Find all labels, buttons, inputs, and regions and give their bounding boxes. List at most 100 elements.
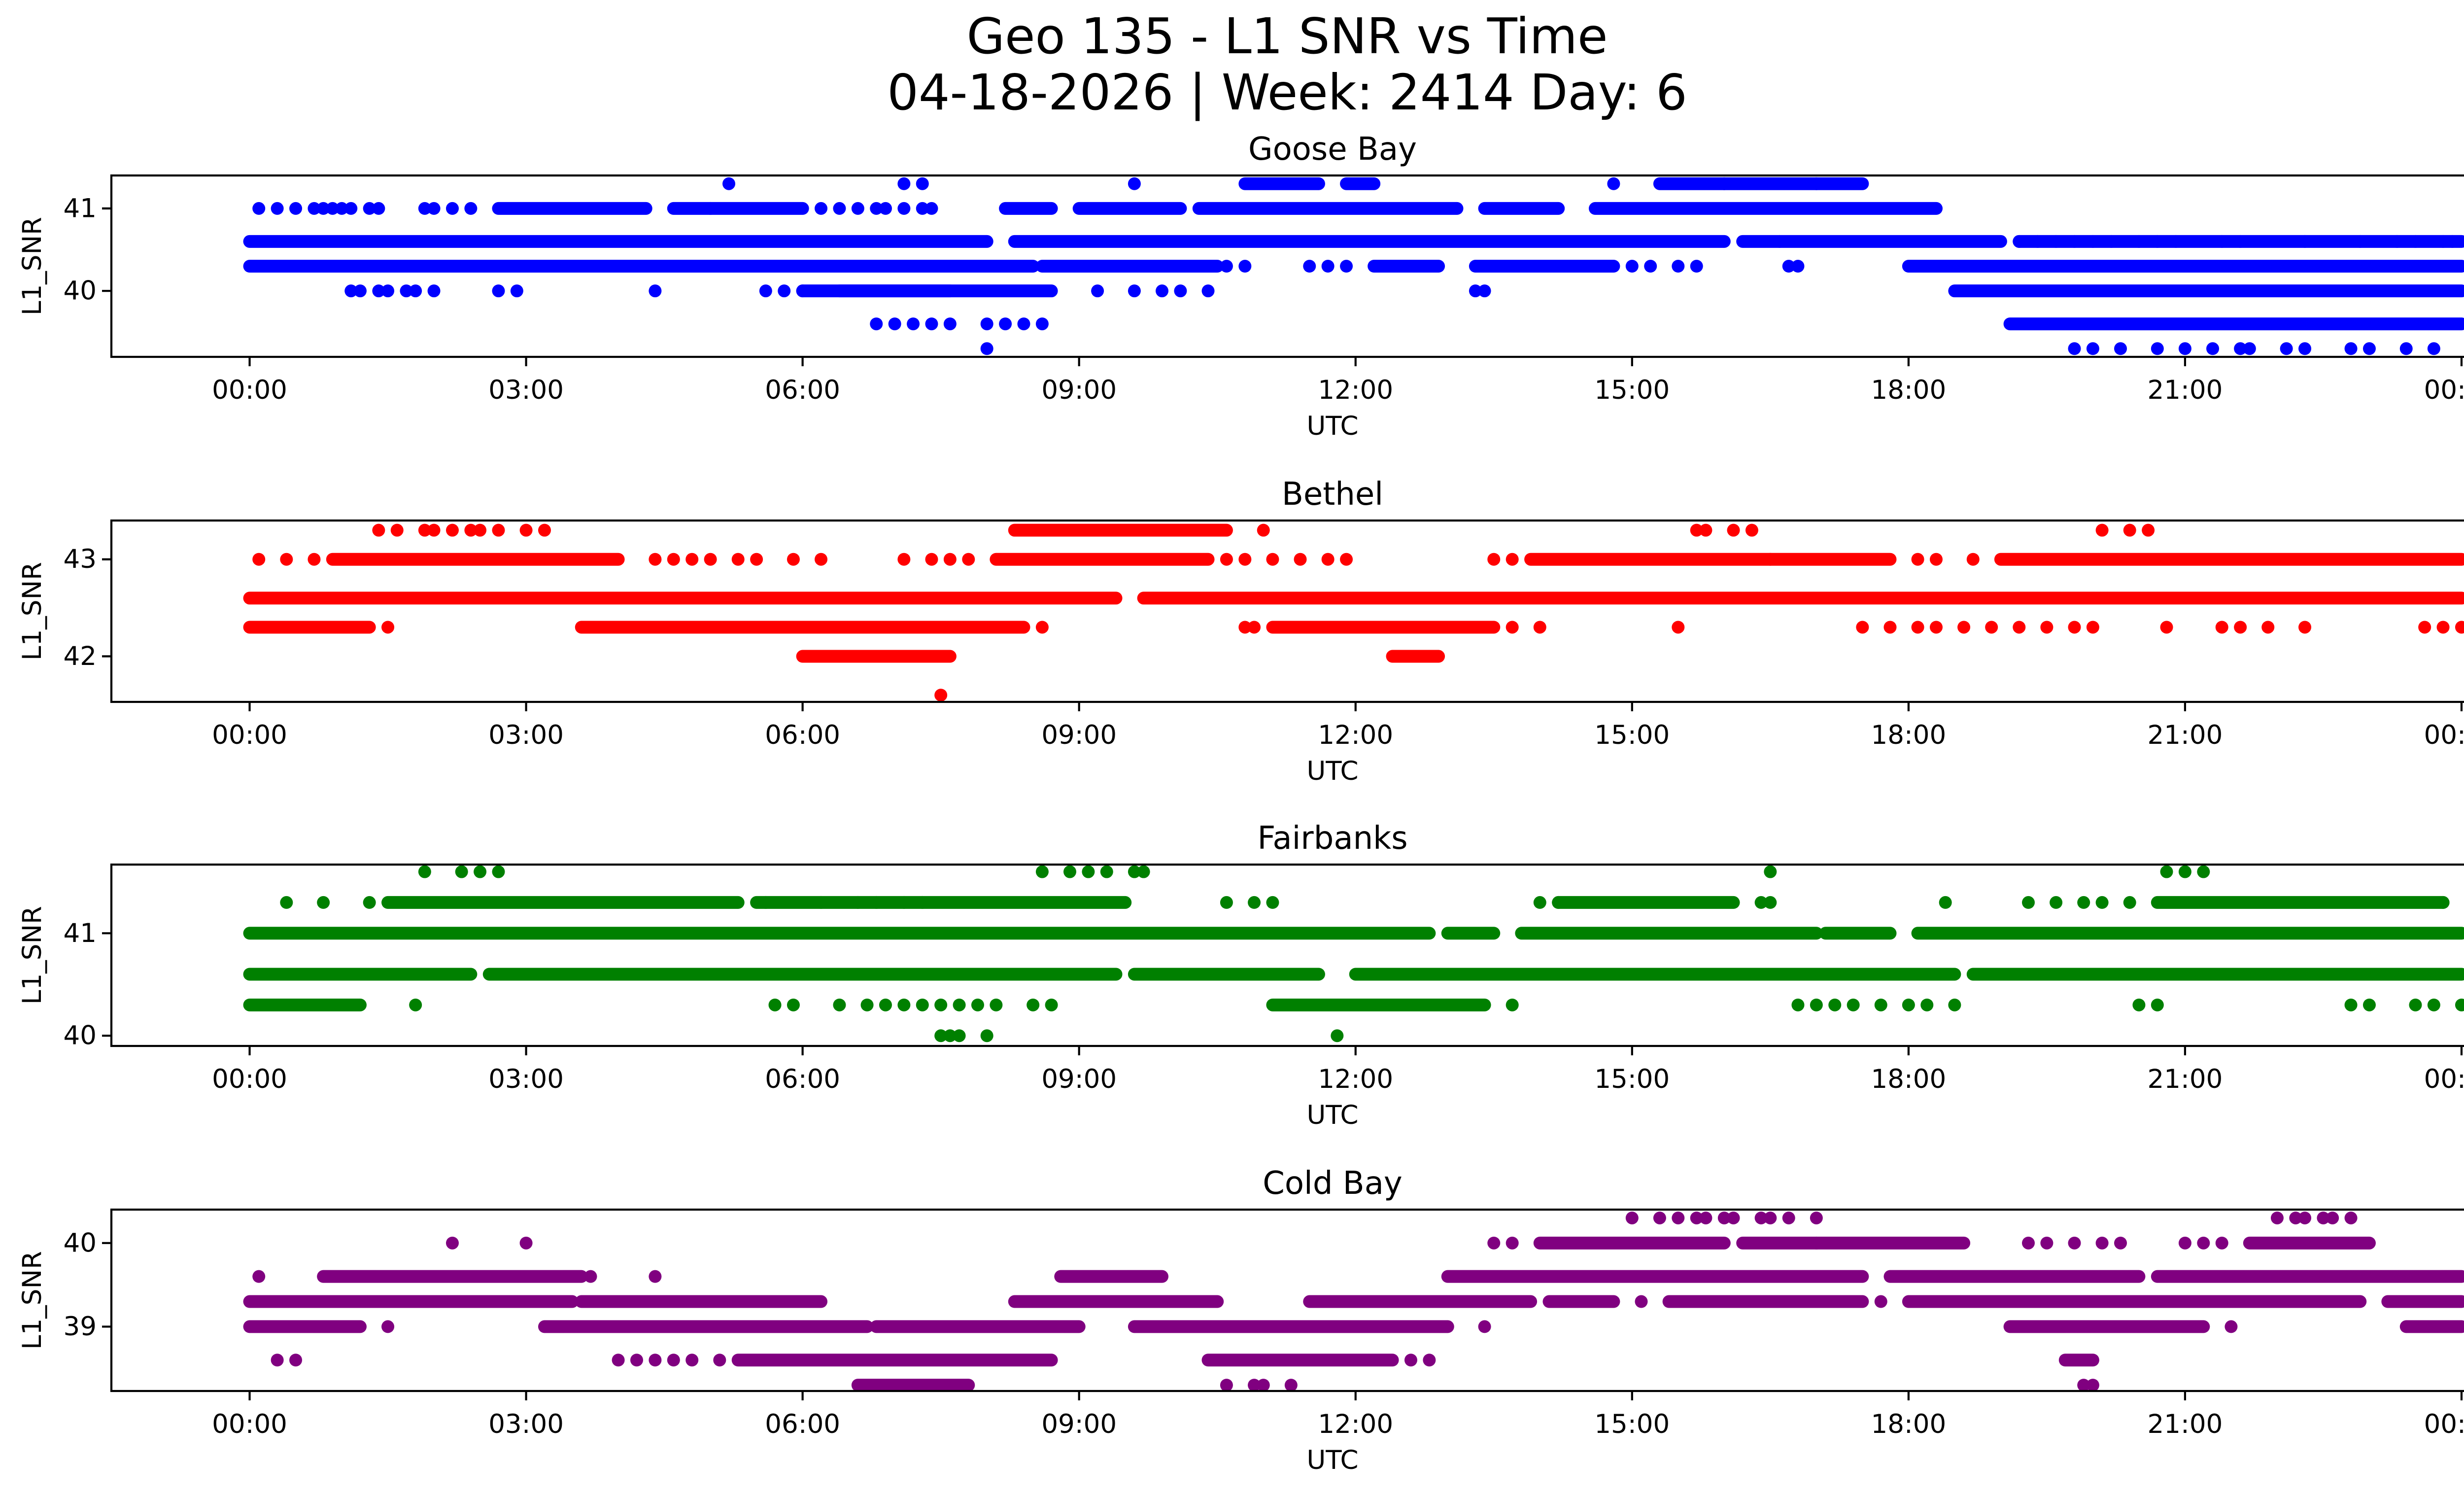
y-tick-label: 41 — [64, 918, 97, 948]
x-tick-label: 12:00 — [1318, 1409, 1393, 1439]
x-tick-label: 06:00 — [765, 1064, 840, 1094]
data-point — [962, 553, 975, 566]
data-point — [916, 202, 929, 215]
data-point — [934, 1029, 948, 1043]
data-point — [925, 202, 938, 215]
y-tick-labels: 42 43 — [64, 544, 97, 671]
data-point — [851, 896, 864, 909]
subplot-fairbanks: Fairbanks 00:00 03:00 06:00 09:00 12:00 … — [17, 820, 2464, 1130]
data-point — [815, 553, 828, 566]
data-point — [2280, 342, 2293, 355]
data-point — [2270, 1211, 2284, 1224]
x-tick-label: 09:00 — [1041, 375, 1117, 405]
data-point — [445, 523, 459, 537]
data-point — [1137, 865, 1150, 878]
data-point — [2298, 1211, 2312, 1224]
plot-area — [243, 1211, 2464, 1391]
data-point — [1699, 1211, 1712, 1224]
data-point — [860, 998, 874, 1011]
data-point — [445, 202, 459, 215]
data-point — [916, 998, 929, 1011]
data-point — [2086, 342, 2099, 355]
data-point — [2169, 235, 2183, 248]
data-point — [2151, 998, 2164, 1011]
data-point — [953, 998, 966, 1011]
plot-area — [243, 865, 2464, 1043]
data-point — [2436, 235, 2450, 248]
x-tick-label: 00:00 — [2424, 1409, 2464, 1439]
data-point — [2021, 896, 2035, 909]
tick-marks — [102, 932, 2463, 1055]
data-point — [1487, 553, 1501, 566]
data-point — [280, 896, 293, 909]
data-point — [1911, 621, 1924, 634]
subplot-cold-bay: Cold Bay 00:00 03:00 06:00 09:00 12:00 1… — [17, 1165, 2464, 1475]
data-point — [1874, 998, 1887, 1011]
data-point — [815, 202, 828, 215]
y-tick-labels: 40 41 — [64, 193, 97, 306]
data-point — [2362, 998, 2376, 1011]
data-point — [2261, 621, 2275, 634]
data-point — [2344, 998, 2358, 1011]
data-point — [381, 621, 395, 634]
x-tick-labels: 00:00 03:00 06:00 09:00 12:00 15:00 18:0… — [212, 720, 2464, 750]
data-point — [2013, 621, 2026, 634]
data-point — [870, 896, 883, 909]
data-point — [1091, 284, 1104, 298]
data-point — [1201, 284, 1215, 298]
data-point — [1727, 1211, 1740, 1224]
data-point — [1791, 998, 1805, 1011]
data-point — [427, 202, 441, 215]
tick-marks — [102, 558, 2463, 711]
data-point — [667, 1354, 680, 1367]
data-point — [2436, 896, 2450, 909]
x-tick-label: 06:00 — [765, 720, 840, 750]
data-point — [1635, 1295, 1648, 1308]
data-point — [916, 896, 929, 909]
data-point — [1469, 284, 1482, 298]
data-point — [1027, 998, 1040, 1011]
data-point — [1257, 523, 1270, 537]
x-tick-label: 00:00 — [2424, 1064, 2464, 1094]
data-point — [2068, 621, 2081, 634]
data-point — [1957, 621, 1971, 634]
data-point — [1727, 523, 1740, 537]
data-point — [925, 553, 938, 566]
subplot-title: Goose Bay — [1248, 131, 1417, 168]
data-point — [1220, 896, 1233, 909]
data-point — [584, 1270, 597, 1283]
data-point — [252, 202, 266, 215]
data-point — [704, 553, 717, 566]
plot-area — [243, 523, 2464, 702]
data-point — [2326, 1211, 2339, 1224]
data-point — [2040, 621, 2053, 634]
data-point — [2105, 235, 2118, 248]
data-point — [1321, 260, 1335, 273]
data-point — [1128, 284, 1141, 298]
data-point — [980, 317, 993, 331]
data-point — [2178, 865, 2191, 878]
data-point — [731, 553, 745, 566]
x-tick-label: 21:00 — [2148, 375, 2223, 405]
x-tick-label: 00:00 — [212, 1064, 287, 1094]
x-tick-label: 18:00 — [1871, 720, 1946, 750]
data-point — [1266, 896, 1279, 909]
data-point — [2446, 235, 2459, 248]
data-point — [2151, 342, 2164, 355]
data-point — [1238, 553, 1252, 566]
data-point — [2354, 235, 2367, 248]
data-point — [649, 284, 662, 298]
x-tick-label: 00:00 — [212, 1409, 287, 1439]
data-point — [704, 202, 717, 215]
data-point — [289, 1354, 303, 1367]
x-tick-labels: 00:00 03:00 06:00 09:00 12:00 15:00 18:0… — [212, 1064, 2464, 1094]
x-tick-label: 12:00 — [1318, 720, 1393, 750]
y-tick-label: 40 — [64, 276, 97, 306]
data-point — [1552, 896, 1565, 909]
data-point — [474, 865, 487, 878]
data-point — [372, 284, 385, 298]
data-point — [1653, 1211, 1666, 1224]
data-point — [2234, 342, 2247, 355]
data-point — [851, 202, 864, 215]
x-tick-label: 15:00 — [1594, 1064, 1670, 1094]
